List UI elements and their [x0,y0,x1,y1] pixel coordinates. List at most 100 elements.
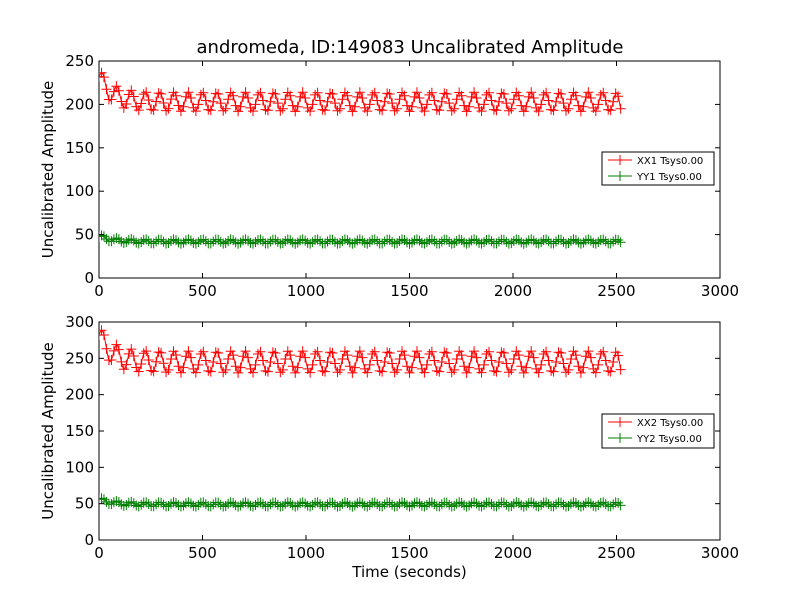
data-point-marker [364,237,375,248]
data-point-marker [551,96,562,107]
data-point-marker [272,98,283,109]
data-point-marker [99,67,107,78]
x-tick-label: 1500 [390,282,428,300]
data-point-marker [578,101,589,112]
data-point-marker [402,361,413,372]
data-point-marker [153,347,164,358]
data-point-marker [233,367,244,378]
data-point-marker [558,236,569,247]
data-point-marker [175,106,186,117]
data-point-marker [243,92,254,103]
data-point-marker [205,501,216,512]
data-point-marker [99,330,109,341]
data-point-marker [434,238,445,249]
data-point-marker [188,237,199,248]
data-point-marker [101,343,112,354]
data-point-marker [379,356,390,367]
data-point-marker [148,501,159,512]
data-point-marker [255,346,266,357]
data-point-marker [431,104,442,115]
data-point-marker [605,501,616,512]
legend-swatch-marker [615,155,625,165]
data-point-marker [143,95,154,106]
data-point-marker [250,99,261,110]
data-point-marker [245,237,256,248]
data-point-marker [307,237,318,248]
data-point-marker [290,106,301,117]
data-point-marker [563,364,574,375]
data-point-marker [205,366,216,377]
data-point-marker [536,237,547,248]
data-point-marker [223,354,234,365]
data-point-marker [325,347,336,358]
data-point-marker [526,346,537,357]
data-point-marker [402,100,413,111]
data-point-marker [533,106,544,117]
data-point-marker [446,367,457,378]
data-point-marker [613,234,624,245]
data-point-marker [285,90,296,101]
data-point-marker [240,87,251,98]
data-point-marker [183,87,194,98]
data-point-marker [307,359,318,370]
data-point-marker [238,351,249,362]
data-point-marker [250,359,261,370]
data-point-marker [295,351,306,362]
data-point-marker [329,358,340,369]
legend-entry-label: XX2 Tsys0.00 [637,418,703,429]
data-point-marker [538,89,549,100]
data-point-marker [565,235,576,246]
data-point-marker [138,348,149,359]
x-tick-label: 1000 [287,544,325,562]
data-point-marker [195,348,206,359]
data-point-marker [593,237,604,248]
data-point-marker [444,236,455,247]
data-point-marker [590,367,601,378]
data-point-marker [466,91,477,102]
data-point-marker [501,236,512,247]
y-tick-label: 200 [65,95,94,113]
data-point-marker [220,103,231,114]
data-point-marker [436,356,447,367]
data-point-marker [513,350,524,361]
data-point-marker [337,354,348,365]
data-point-marker [551,356,562,367]
data-point-marker [521,362,532,373]
data-point-marker [526,87,537,98]
data-point-marker [141,87,152,98]
x-axis-label: Time (seconds) [351,563,467,581]
data-point-marker [384,497,395,508]
data-point-marker [208,96,219,107]
data-point-marker [354,87,365,98]
data-point-marker [307,99,318,110]
data-point-marker [245,500,256,511]
data-point-marker [421,99,432,110]
data-point-marker [394,354,405,365]
data-point-marker [466,351,477,362]
data-point-marker [411,87,422,98]
data-point-marker [449,364,460,375]
data-point-marker [270,88,281,99]
data-point-marker [608,236,619,247]
data-point-marker [538,349,549,360]
data-point-marker [327,497,338,508]
y-axis-label: Uncalibrated Amplitude [39,342,57,519]
data-point-marker [421,499,432,510]
legend-entry-label: XX1 Tsys0.00 [637,156,703,167]
data-point-marker [215,236,226,247]
data-point-marker [404,367,415,378]
data-point-marker [364,99,375,110]
data-point-marker [553,347,564,358]
data-point-marker [215,358,226,369]
data-point-marker [153,88,164,99]
data-point-marker [424,89,435,100]
data-point-marker [267,347,278,358]
data-point-marker [320,501,331,512]
data-point-marker [198,346,209,357]
data-point-marker [108,86,119,97]
data-point-marker [161,367,172,378]
data-point-marker [399,90,410,101]
data-point-marker [101,84,112,95]
data-point-marker [173,361,184,372]
data-point-marker [260,104,271,115]
